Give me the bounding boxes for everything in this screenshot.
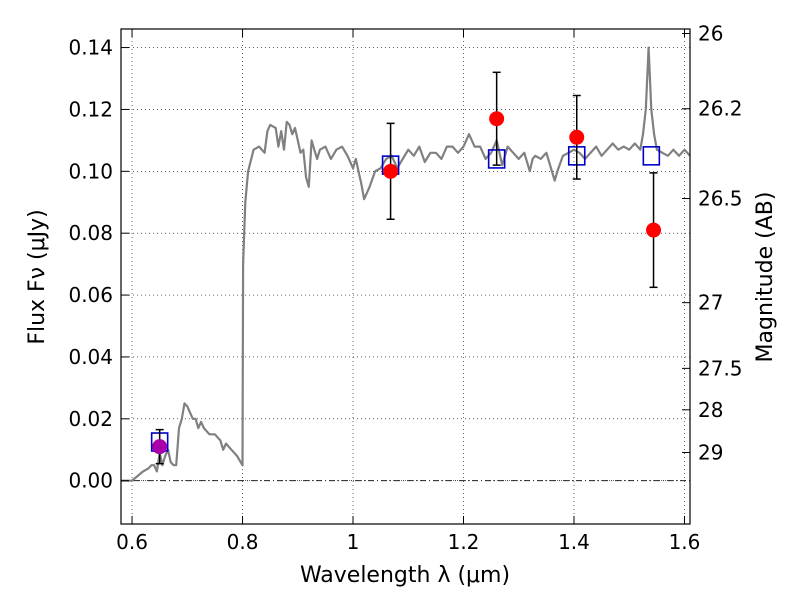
y-tick-label: 0.10	[68, 159, 113, 183]
x-axis-label: Wavelength λ (μm)	[300, 563, 510, 588]
observed-photometry-point	[152, 439, 168, 455]
observed-photometry-point	[646, 222, 662, 238]
magnitude-tick-label: 27	[698, 291, 723, 315]
grid	[121, 29, 690, 524]
y-axis-label: Flux Fν (μJy)	[25, 209, 50, 344]
ticks-group	[121, 29, 690, 524]
x-tick-label: 0.8	[227, 530, 259, 554]
x-tick-label: 1	[347, 530, 360, 554]
x-tick-label: 1.6	[669, 530, 701, 554]
magnitude-tick-label: 26	[698, 22, 723, 46]
plot-frame	[120, 28, 691, 525]
magnitude-tick-label: 26.2	[698, 97, 743, 121]
y-tick-label: 0.06	[68, 283, 113, 307]
magnitude-tick-label: 28	[698, 398, 723, 422]
model-spectrum-line	[121, 46, 691, 482]
magnitude-tick-labels: 26 26.2 26.5 27 27.5 28 29	[698, 22, 743, 465]
y-tick-labels: 0.00 0.02 0.04 0.06 0.08 0.10 0.12 0.14	[68, 36, 113, 493]
x-tick-label: 0.6	[116, 530, 148, 554]
y-tick-label: 0.12	[68, 97, 113, 121]
x-tick-label: 1.2	[448, 530, 480, 554]
x-tick-label: 1.4	[558, 530, 590, 554]
circles-group	[152, 111, 662, 455]
model-photometry-square	[642, 146, 661, 166]
x-tick-labels: 0.6 0.8 1 1.2 1.4 1.6	[116, 530, 700, 554]
y-tick-label: 0.14	[68, 36, 113, 60]
observed-photometry-point	[569, 129, 585, 145]
magnitude-tick-label: 27.5	[698, 356, 743, 380]
y-tick-label: 0.08	[68, 221, 113, 245]
y-tick-label: 0.04	[68, 345, 113, 369]
y-tick-label: 0.02	[68, 407, 113, 431]
magnitude-tick-label: 29	[698, 440, 723, 464]
observed-photometry-point	[383, 163, 399, 179]
y-tick-label: 0.00	[68, 469, 113, 493]
observed-photometry-point	[489, 111, 505, 127]
right-axis-label: Magnitude (AB)	[753, 192, 778, 363]
spectrum-group	[121, 46, 691, 482]
magnitude-tick-label: 26.5	[698, 187, 743, 211]
